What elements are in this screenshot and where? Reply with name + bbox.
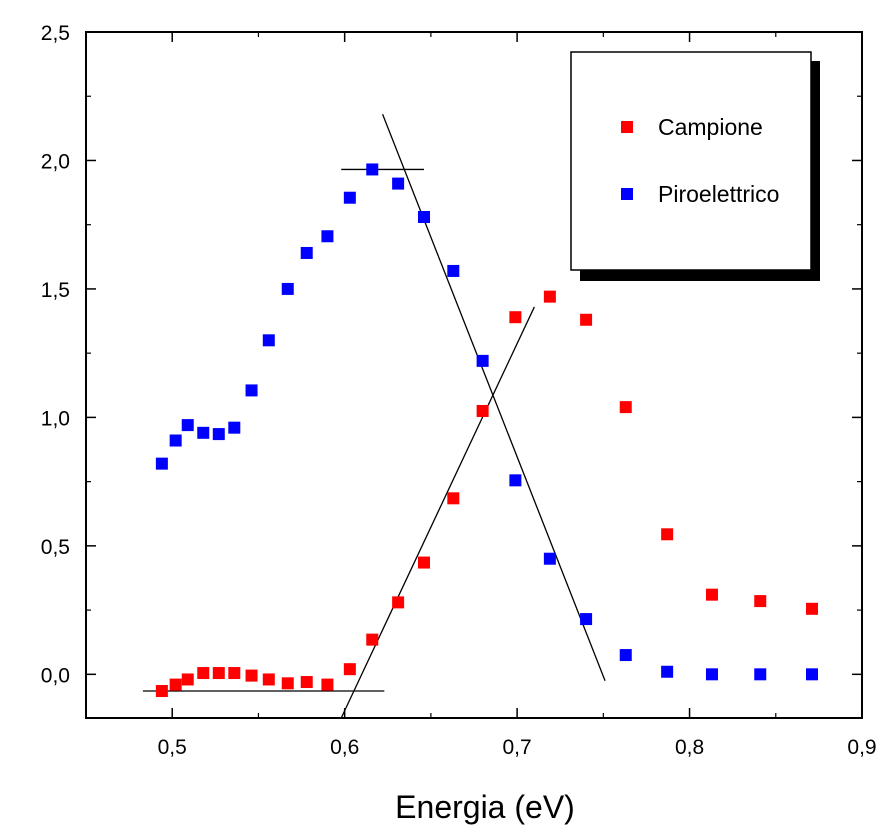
data-point-campione	[321, 678, 334, 691]
y-tick-label: 1,5	[41, 279, 70, 302]
data-point-piroelettrico	[228, 421, 241, 434]
data-point-campione	[300, 676, 313, 689]
x-axis-title: Energia (eV)	[395, 789, 575, 825]
data-point-piroelettrico	[805, 668, 818, 681]
data-point-piroelettrico	[197, 426, 210, 439]
data-point-piroelettrico	[509, 474, 522, 487]
plot-frame	[85, 31, 863, 719]
legend: Campione Piroelettrico	[570, 51, 820, 281]
data-point-piroelettrico	[476, 354, 489, 367]
y-tick-label: 2,0	[41, 150, 70, 173]
data-point-piroelettrico	[580, 613, 593, 626]
data-point-piroelettrico	[447, 264, 460, 277]
data-point-piroelettrico	[169, 434, 182, 447]
data-point-campione	[705, 588, 718, 601]
data-point-piroelettrico	[281, 282, 294, 295]
y-tick-label: 0,0	[41, 664, 70, 687]
reference-lines-layer	[142, 113, 606, 719]
data-point-piroelettrico	[543, 552, 556, 565]
data-point-campione	[754, 595, 767, 608]
data-point-campione	[181, 673, 194, 686]
legend-label-piroelettrico: Piroelettrico	[658, 181, 779, 207]
x-tick-label: 0,6	[330, 736, 359, 759]
legend-marker-piroelettrico	[621, 188, 633, 200]
x-tick-label: 0,9	[847, 736, 876, 759]
data-point-piroelettrico	[417, 210, 430, 223]
data-point-piroelettrico	[262, 334, 275, 347]
data-point-campione	[212, 667, 225, 680]
data-point-campione	[281, 677, 294, 690]
data-point-campione	[417, 556, 430, 569]
data-point-campione	[580, 313, 593, 326]
data-point-piroelettrico	[300, 246, 313, 259]
data-point-campione	[447, 492, 460, 505]
data-point-campione	[619, 401, 632, 414]
data-point-piroelettrico	[321, 230, 334, 243]
legend-label-campione: Campione	[658, 114, 763, 140]
data-point-campione	[366, 633, 379, 646]
data-point-piroelettrico	[705, 668, 718, 681]
reference-line-1	[340, 306, 535, 719]
x-axis: 0,5 0,6 0,7 0,8 0,9	[85, 32, 877, 759]
y-axis: 0,0 0,5 1,0 1,5 2,0 2,5	[41, 22, 862, 687]
data-point-piroelettrico	[392, 177, 405, 190]
data-point-campione	[228, 667, 241, 680]
reference-line-3	[381, 113, 606, 681]
data-point-piroelettrico	[181, 419, 194, 432]
x-tick-label: 0,8	[675, 736, 704, 759]
data-point-campione	[805, 602, 818, 615]
data-point-campione	[661, 528, 674, 541]
data-point-campione	[343, 663, 356, 676]
data-point-campione	[509, 311, 522, 324]
data-point-campione	[155, 685, 168, 698]
data-point-piroelettrico	[212, 428, 225, 441]
data-point-piroelettrico	[754, 668, 767, 681]
legend-box	[570, 51, 812, 271]
x-tick-label: 0,7	[503, 736, 532, 759]
data-point-campione	[169, 678, 182, 691]
data-point-campione	[392, 596, 405, 609]
data-point-piroelettrico	[343, 191, 356, 204]
data-points-layer	[155, 163, 818, 698]
data-point-campione	[197, 667, 210, 680]
y-tick-label: 1,0	[41, 407, 70, 430]
y-tick-label: 2,5	[41, 22, 70, 45]
legend-marker-campione	[621, 121, 633, 133]
data-point-piroelettrico	[245, 384, 258, 397]
data-point-campione	[476, 404, 489, 417]
data-point-piroelettrico	[366, 163, 379, 176]
data-point-piroelettrico	[155, 457, 168, 470]
y-tick-label: 0,5	[41, 536, 70, 559]
data-point-piroelettrico	[619, 649, 632, 662]
data-point-campione	[245, 669, 258, 682]
data-point-campione	[262, 673, 275, 686]
data-point-piroelettrico	[661, 665, 674, 678]
x-tick-label: 0,5	[158, 736, 187, 759]
data-point-campione	[543, 290, 556, 303]
